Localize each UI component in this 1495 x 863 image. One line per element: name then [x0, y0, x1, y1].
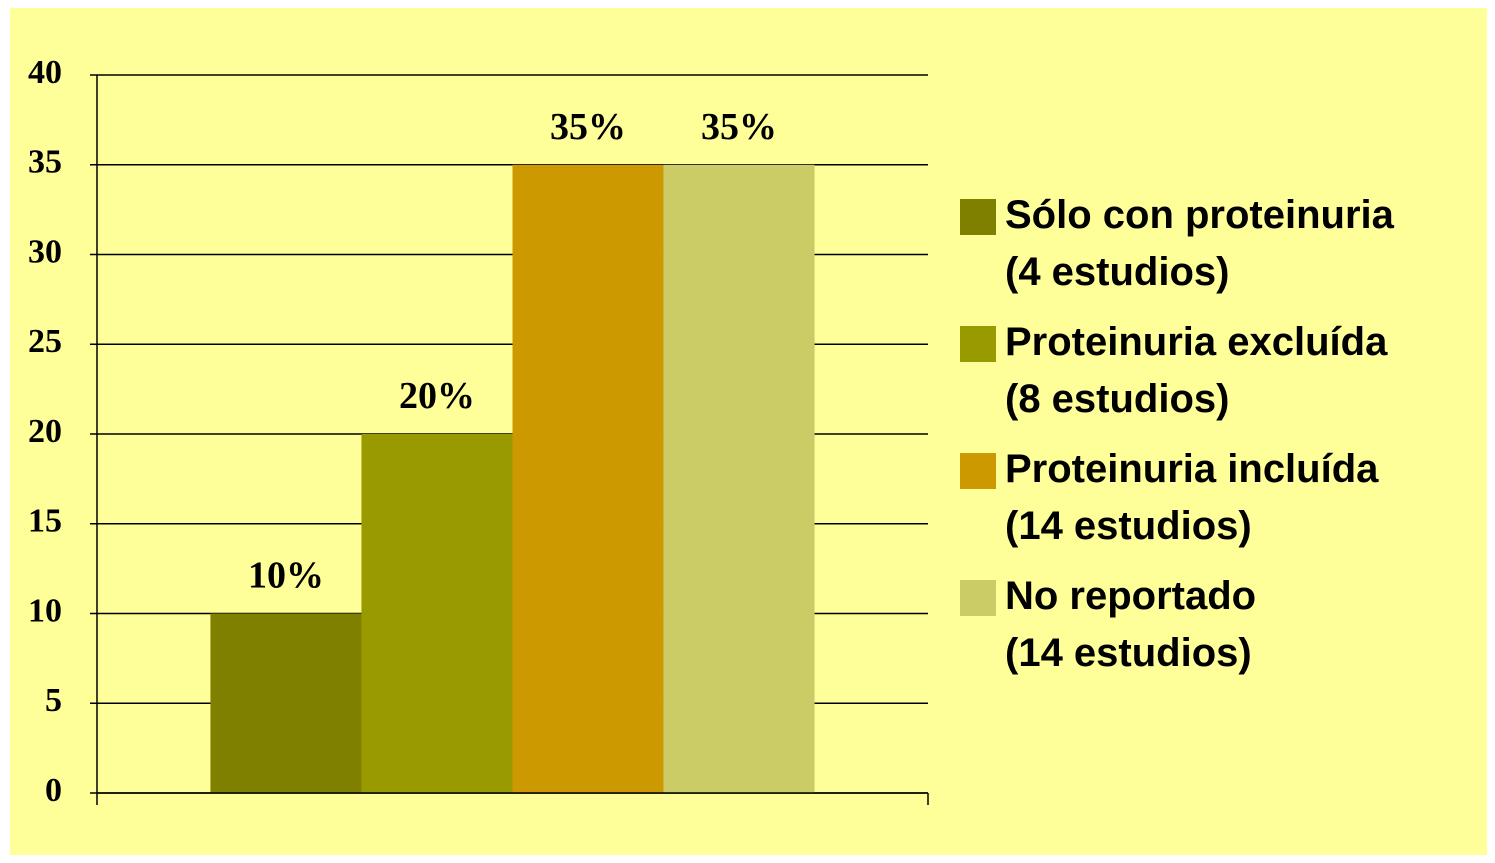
y-tick-label: 30: [28, 233, 62, 270]
legend-entry: Proteinuria incluída (14 estudios): [960, 441, 1490, 555]
legend-entry: Proteinuria excluída (8 estudios): [960, 314, 1490, 428]
value-label: 35%: [550, 106, 626, 148]
legend-entry: Sólo con proteinuria (4 estudios): [960, 187, 1490, 301]
legend-swatch: [960, 453, 996, 489]
y-tick-label: 25: [28, 323, 62, 360]
y-tick-label: 35: [28, 144, 62, 181]
legend-label: No reportado (14 estudios): [1005, 574, 1257, 675]
y-tick-label: 5: [45, 682, 62, 719]
legend-label: Sólo con proteinuria (4 estudios): [1005, 193, 1394, 294]
bar: [512, 164, 664, 793]
legend-label: Proteinuria incluída (14 estudios): [1005, 447, 1379, 548]
bar: [361, 434, 513, 793]
bar: [210, 613, 362, 793]
y-tick-label: 0: [45, 772, 62, 809]
value-label: 10%: [248, 555, 324, 597]
value-label: 35%: [701, 106, 777, 148]
y-tick-label: 20: [28, 413, 62, 450]
legend-label: Proteinuria excluída (8 estudios): [1005, 320, 1388, 421]
bar: [663, 164, 815, 793]
y-tick-label: 10: [28, 592, 62, 629]
legend-swatch: [960, 580, 996, 616]
value-label: 20%: [399, 375, 475, 417]
legend: Sólo con proteinuria (4 estudios) Protein…: [960, 187, 1490, 695]
y-tick-label: 40: [28, 54, 62, 91]
legend-swatch: [960, 199, 996, 235]
legend-entry: No reportado (14 estudios): [960, 568, 1490, 682]
y-tick-label: 15: [28, 503, 62, 540]
legend-swatch: [960, 326, 996, 362]
